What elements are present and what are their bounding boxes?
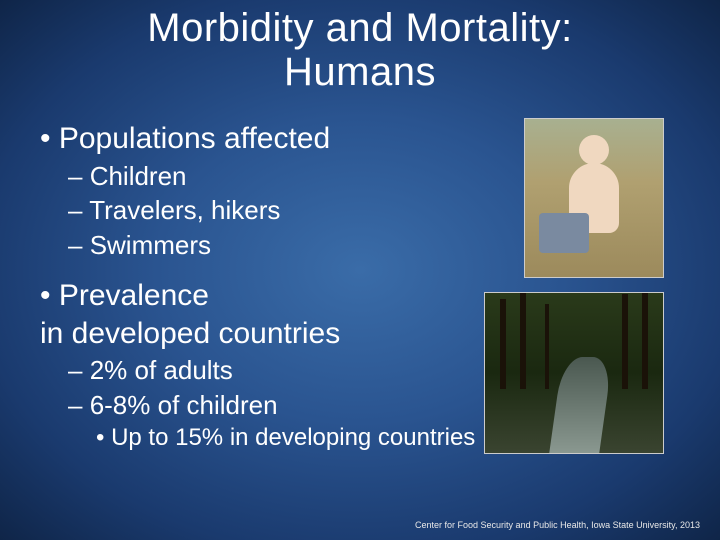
bullet-children: Children bbox=[68, 160, 480, 193]
bullet-adults: 2% of adults bbox=[68, 354, 480, 387]
slide-title: Morbidity and Mortality: Humans bbox=[0, 0, 720, 94]
title-line-2: Humans bbox=[284, 50, 436, 94]
image-child-playing bbox=[524, 118, 664, 278]
content-body: Populations affected Children Travelers,… bbox=[40, 120, 480, 455]
bullet-swimmers: Swimmers bbox=[68, 229, 480, 262]
bullet-prevalence: Prevalence in developed countries bbox=[40, 277, 480, 352]
image-forest-stream bbox=[484, 292, 664, 454]
title-line-1: Morbidity and Mortality: bbox=[147, 6, 572, 50]
prevalence-line-1: Prevalence bbox=[59, 279, 209, 312]
footer-attribution: Center for Food Security and Public Heal… bbox=[415, 520, 700, 530]
prevalence-line-2: in developed countries bbox=[40, 317, 340, 350]
bullet-children-pct: 6-8% of children bbox=[68, 389, 480, 422]
bullet-developing: Up to 15% in developing countries bbox=[96, 423, 480, 453]
bullet-travelers: Travelers, hikers bbox=[68, 194, 480, 227]
bullet-populations: Populations affected bbox=[40, 120, 480, 158]
slide: Morbidity and Mortality: Humans Populati… bbox=[0, 0, 720, 540]
forest-scene-icon bbox=[485, 293, 663, 453]
child-figure-icon bbox=[569, 163, 619, 233]
